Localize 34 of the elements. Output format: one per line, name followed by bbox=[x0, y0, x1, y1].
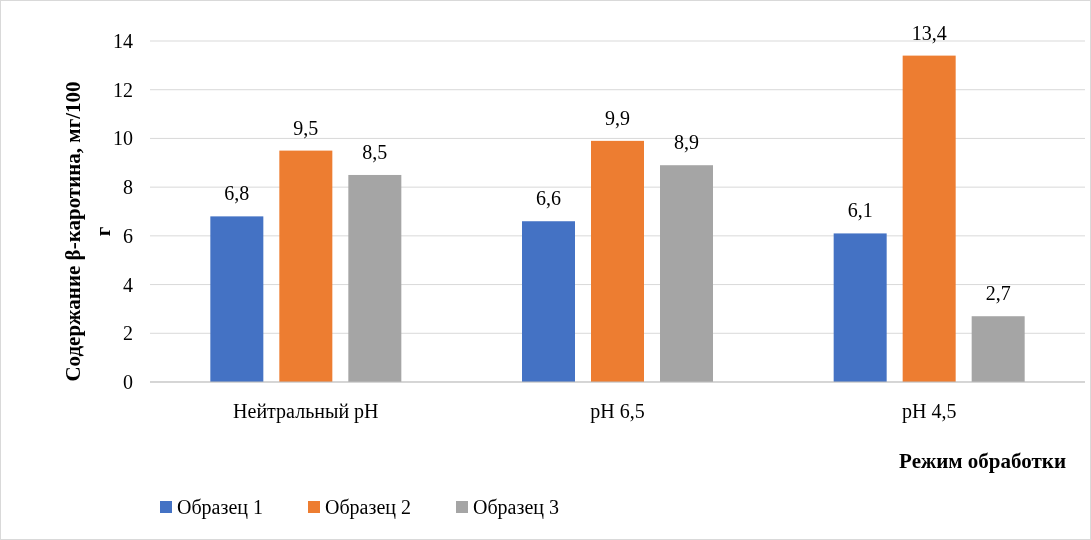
data-label: 13,4 bbox=[911, 21, 947, 44]
legend-label: Образец 1 bbox=[177, 496, 263, 519]
y-tick-label: 0 bbox=[123, 371, 133, 393]
y-tick-label: 4 bbox=[123, 273, 133, 296]
y-tick-label: 6 bbox=[123, 224, 133, 247]
data-label: 2,7 bbox=[985, 282, 1011, 305]
y-tick-label: 12 bbox=[113, 78, 133, 101]
bar bbox=[279, 150, 333, 382]
data-label: 6,6 bbox=[536, 187, 561, 210]
data-label: 6,1 bbox=[847, 199, 873, 222]
x-tick-label: pH 4,5 bbox=[901, 400, 957, 423]
data-label: 9,5 bbox=[293, 116, 319, 139]
data-label: 9,9 bbox=[605, 106, 630, 129]
bar bbox=[833, 233, 887, 382]
bar bbox=[902, 55, 956, 382]
bar bbox=[522, 221, 575, 382]
x-axis-title: Режим обработки bbox=[899, 449, 1066, 473]
data-label: 8,5 bbox=[362, 140, 388, 163]
bar bbox=[210, 216, 264, 382]
legend-label: Образец 3 bbox=[473, 496, 559, 519]
legend-label: Образец 2 bbox=[325, 496, 411, 519]
y-tick-label: 14 bbox=[113, 30, 133, 52]
y-tick-label: 2 bbox=[123, 322, 133, 345]
data-label: 8,9 bbox=[674, 131, 699, 154]
y-tick-label: 8 bbox=[123, 176, 133, 199]
bar bbox=[348, 174, 402, 382]
bar bbox=[591, 140, 644, 382]
y-tick-label: 10 bbox=[113, 127, 133, 150]
x-tick-label: pH 6,5 bbox=[590, 400, 645, 423]
x-tick-label: Нейтральный pH bbox=[233, 400, 379, 423]
bar bbox=[660, 165, 713, 382]
data-label: 6,8 bbox=[224, 182, 250, 205]
y-axis-title: Содержание β-каротина, мг/100 г bbox=[61, 81, 115, 382]
bar bbox=[971, 316, 1025, 382]
